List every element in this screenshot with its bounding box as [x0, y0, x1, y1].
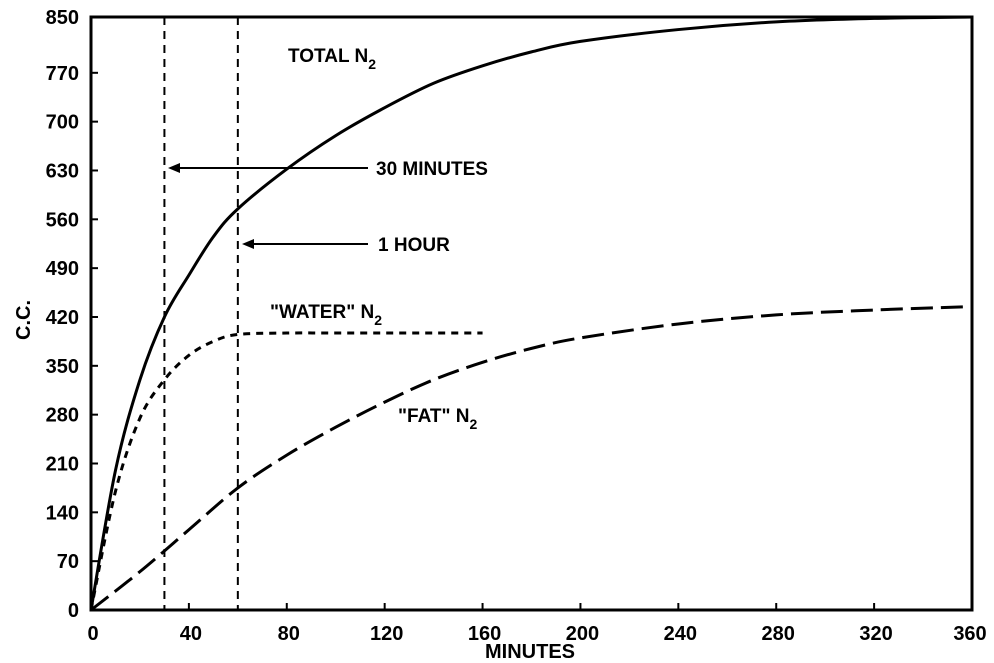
series-line-total	[89, 15, 973, 611]
y-tick-label: 700	[46, 112, 79, 134]
y-tick-label: 420	[46, 307, 79, 329]
tick-labels: 0 40 80 120 160 200 240 280 320 360 0 70 140 210 280 35…	[46, 7, 987, 645]
x-tick-label: 360	[953, 623, 986, 645]
series-line-water	[89, 331, 483, 611]
x-tick-label: 120	[370, 623, 403, 645]
arrowhead-30-minutes	[168, 163, 180, 173]
y-tick-label: 560	[46, 209, 79, 231]
y-tick-label: 350	[46, 356, 79, 378]
series-line-fat	[90, 305, 973, 612]
y-tick-label: 0	[68, 600, 79, 622]
series-lines	[89, 15, 973, 612]
y-tick-label: 70	[57, 551, 79, 573]
x-tick-label: 160	[468, 623, 501, 645]
y-tick-label: 850	[46, 7, 79, 29]
series-label-water: "WATER" N2	[270, 302, 382, 328]
y-tick-label: 280	[46, 405, 79, 427]
reference-lines	[163, 17, 239, 610]
x-tick-label: 280	[762, 623, 795, 645]
x-tick-label: 0	[87, 623, 98, 645]
vline-label-1-hour: 1 HOUR	[378, 235, 450, 256]
arrowhead-1-hour	[242, 239, 254, 249]
plot-frame	[89, 15, 974, 612]
y-tick-label: 630	[46, 160, 79, 182]
x-axis-title: MINUTES	[485, 641, 575, 663]
annotation-30-minutes: 30 MINUTES	[168, 159, 488, 180]
x-tick-label: 80	[278, 623, 300, 645]
y-axis-title: C.C.	[13, 300, 35, 340]
y-tick-label: 210	[46, 453, 79, 475]
y-tick-label: 140	[46, 502, 79, 524]
x-tick-label: 320	[859, 623, 892, 645]
vline-label-30-minutes: 30 MINUTES	[376, 159, 488, 180]
y-tick-label: 770	[46, 63, 79, 85]
axis-ticks	[90, 16, 973, 611]
series-label-fat: "FAT" N2	[398, 406, 478, 432]
annotation-1-hour: 1 HOUR	[242, 235, 450, 256]
series-label-total: TOTAL N2	[288, 46, 376, 72]
x-tick-label: 240	[664, 623, 697, 645]
x-tick-label: 40	[180, 623, 202, 645]
x-tick-label: 200	[566, 623, 599, 645]
y-tick-label: 490	[46, 258, 79, 280]
